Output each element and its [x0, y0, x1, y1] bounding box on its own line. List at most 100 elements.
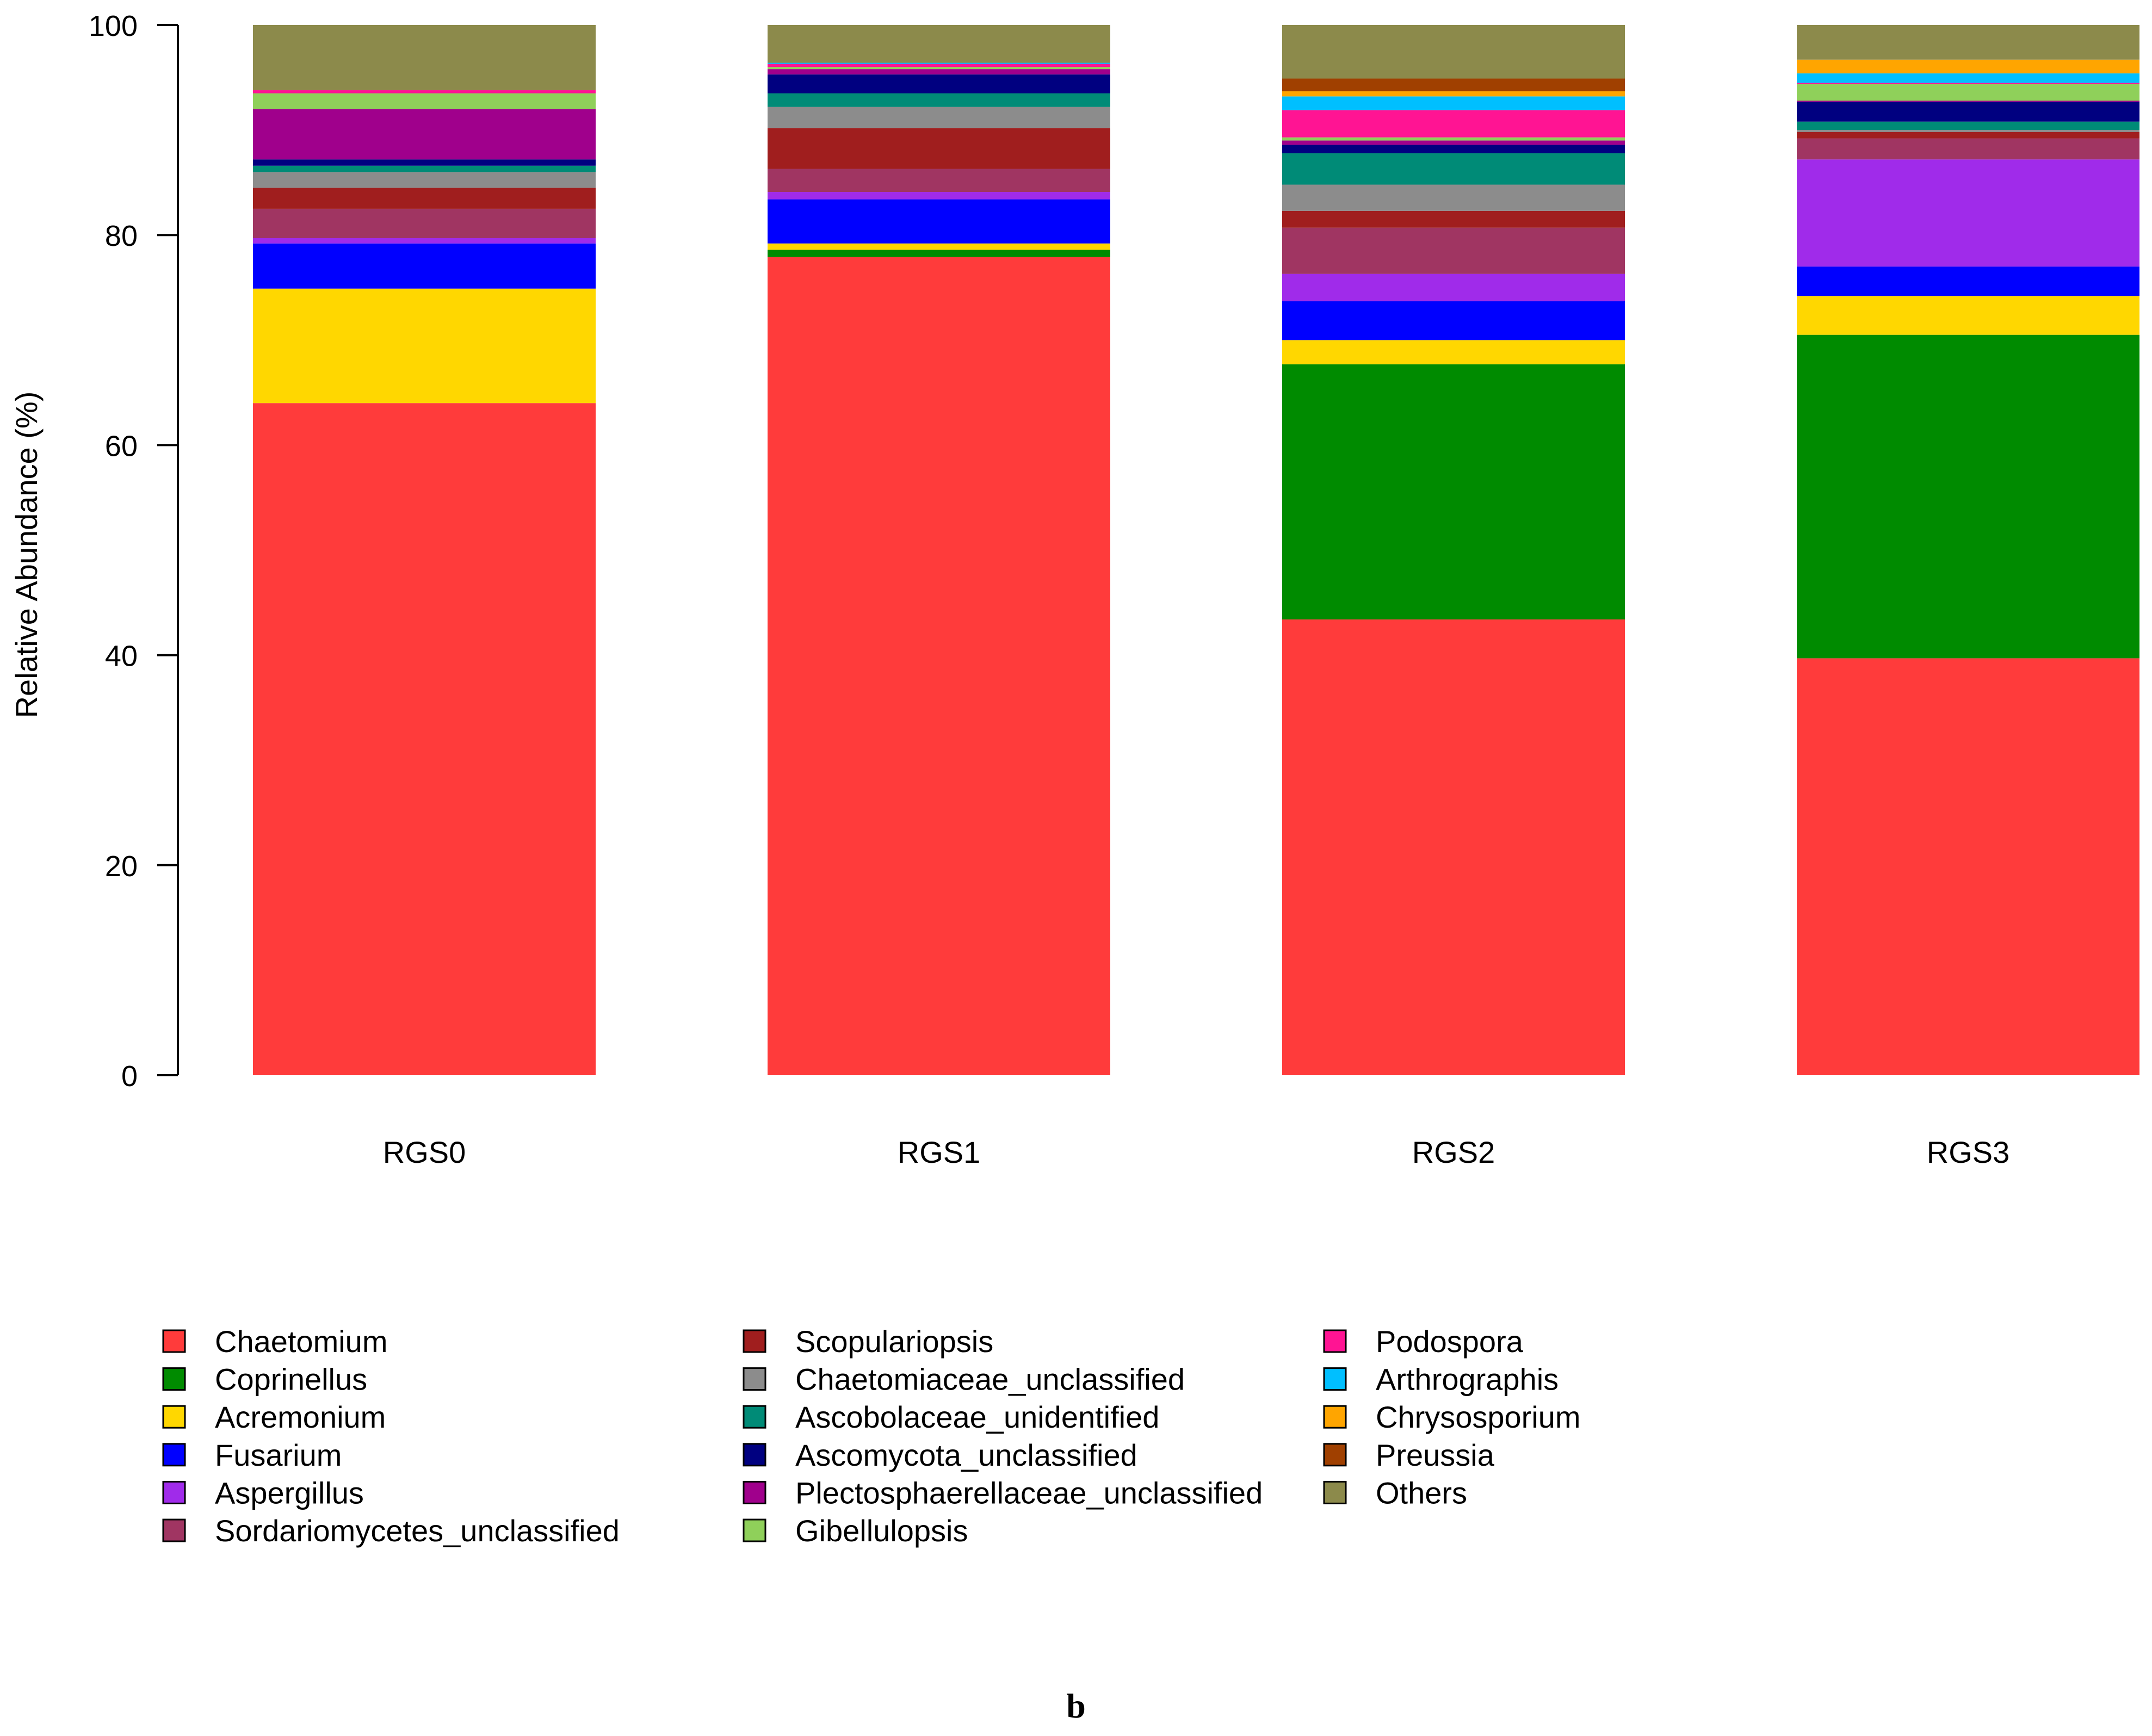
- legend-item: Podospora: [1323, 1324, 1524, 1359]
- bar-segment-others: [253, 25, 596, 90]
- legend-item: Sordariomycetes_unclassified: [162, 1514, 620, 1548]
- legend-item: Fusarium: [162, 1438, 342, 1472]
- bar-segment-sordariomycetes_unclassified: [1282, 227, 1625, 274]
- legend-label: Arthrographis: [1376, 1362, 1559, 1397]
- bar-segment-aspergillus: [253, 238, 596, 244]
- bar-segment-ascobolaceae_unidentified: [253, 165, 596, 172]
- legend-label: Chrysosporium: [1376, 1400, 1581, 1434]
- x-tick-label: RGS0: [383, 1135, 466, 1169]
- legend-item: Scopulariopsis: [743, 1324, 993, 1359]
- x-tick-label: RGS1: [898, 1135, 981, 1169]
- bar-segment-arthrographis: [1797, 73, 2139, 83]
- legend-label: Gibellulopsis: [795, 1514, 968, 1548]
- y-tick-label: 20: [105, 850, 138, 883]
- legend-swatch: [743, 1480, 766, 1504]
- legend-item: Chaetomiaceae_unclassified: [743, 1362, 1185, 1397]
- legend-label: Aspergillus: [215, 1475, 364, 1510]
- legend-label: Others: [1376, 1475, 1467, 1510]
- bar-stack-rgs1: [768, 25, 1110, 1076]
- bar-segment-aspergillus: [768, 192, 1110, 200]
- bar-segment-fusarium: [1282, 301, 1625, 340]
- legend-swatch: [1323, 1367, 1347, 1391]
- bar-segment-gibellulopsis: [768, 67, 1110, 70]
- bar-segment-arthrographis: [1282, 96, 1625, 110]
- y-axis: 0 20 40 60 80 100: [89, 10, 179, 1093]
- legend-label: Chaetomium: [215, 1324, 387, 1359]
- bar-segment-ascomycota_unclassified: [768, 74, 1110, 94]
- bar-segment-preussia: [1282, 78, 1625, 91]
- bar-segment-gibellulopsis: [1797, 84, 2139, 101]
- legend-swatch: [1323, 1329, 1347, 1353]
- legend-item: Plectosphaerellaceae_unclassified: [743, 1475, 1263, 1510]
- legend-swatch: [162, 1518, 186, 1542]
- bar-segment-others: [768, 25, 1110, 63]
- bar-segment-sordariomycetes_unclassified: [768, 169, 1110, 193]
- legend-label: Ascobolaceae_unidentified: [795, 1400, 1159, 1434]
- bar-segment-fusarium: [1797, 266, 2139, 296]
- bar-segment-plectosphaerellaceae_unclassified: [1282, 140, 1625, 145]
- legend-swatch: [162, 1443, 186, 1467]
- legend-swatch: [1323, 1405, 1347, 1429]
- bar-segment-fusarium: [253, 243, 596, 289]
- bar-segment-plectosphaerellaceae_unclassified: [1797, 101, 2139, 102]
- legend-item: Aspergillus: [162, 1475, 364, 1510]
- bars: [253, 25, 2139, 1076]
- bar-segment-ascobolaceae_unidentified: [1797, 121, 2139, 131]
- bar-segment-plectosphaerellaceae_unclassified: [253, 109, 596, 160]
- bar-segment-scopulariopsis: [1797, 132, 2139, 139]
- legend: ChaetomiumCoprinellusAcremoniumFusariumA…: [162, 1324, 1581, 1548]
- bar-segment-chaetomiaceae_unclassified: [253, 172, 596, 188]
- bar-segment-podospora: [768, 64, 1110, 67]
- bar-segment-chaetomium: [768, 257, 1110, 1076]
- bar-segment-coprinellus: [1282, 364, 1625, 619]
- bar-segment-ascobolaceae_unidentified: [1282, 153, 1625, 185]
- bar-segment-chaetomium: [253, 403, 596, 1076]
- x-axis-tick-labels: RGS0 RGS1 RGS2 RGS3: [383, 1135, 2010, 1169]
- legend-swatch: [1323, 1480, 1347, 1504]
- legend-label: Ascomycota_unclassified: [795, 1438, 1137, 1472]
- legend-label: Preussia: [1376, 1438, 1495, 1472]
- bar-segment-chaetomium: [1797, 658, 2139, 1075]
- bar-segment-arthrographis: [768, 63, 1110, 64]
- bar-segment-acremonium: [1797, 296, 2139, 335]
- bar-segment-fusarium: [768, 199, 1110, 244]
- legend-item: Gibellulopsis: [743, 1514, 968, 1548]
- legend-label: Chaetomiaceae_unclassified: [795, 1362, 1185, 1397]
- bar-segment-ascomycota_unclassified: [1797, 101, 2139, 122]
- bar-stack-rgs0: [253, 25, 596, 1076]
- legend-label: Fusarium: [215, 1438, 342, 1472]
- bar-segment-podospora: [253, 90, 596, 94]
- legend-item: Chrysosporium: [1323, 1400, 1581, 1434]
- legend-item: Ascomycota_unclassified: [743, 1438, 1137, 1472]
- bar-segment-gibellulopsis: [1282, 137, 1625, 141]
- legend-swatch: [162, 1405, 186, 1429]
- legend-item: Arthrographis: [1323, 1362, 1559, 1397]
- bar-segment-acremonium: [253, 288, 596, 404]
- x-tick-label: RGS2: [1412, 1135, 1495, 1169]
- bar-segment-scopulariopsis: [1282, 210, 1625, 228]
- y-axis-label: Relative Abundance (%): [9, 392, 44, 718]
- legend-label: Coprinellus: [215, 1362, 367, 1397]
- legend-swatch: [162, 1480, 186, 1504]
- bar-segment-sordariomycetes_unclassified: [253, 208, 596, 238]
- legend-swatch: [162, 1367, 186, 1391]
- x-tick-label: RGS3: [1927, 1135, 2010, 1169]
- legend-swatch: [1323, 1443, 1347, 1467]
- bar-segment-ascobolaceae_unidentified: [768, 93, 1110, 107]
- legend-swatch: [743, 1367, 766, 1391]
- bar-segment-chrysosporium: [1797, 59, 2139, 73]
- legend-item: Chaetomium: [162, 1324, 387, 1359]
- bar-segment-ascomycota_unclassified: [253, 159, 596, 166]
- legend-swatch: [743, 1518, 766, 1542]
- legend-label: Acremonium: [215, 1400, 386, 1434]
- bar-segment-scopulariopsis: [253, 188, 596, 209]
- bar-segment-others: [1797, 25, 2139, 60]
- y-tick-label: 80: [105, 220, 138, 252]
- bar-segment-coprinellus: [768, 250, 1110, 257]
- legend-item: Acremonium: [162, 1400, 386, 1434]
- bar-segment-chaetomiaceae_unclassified: [768, 107, 1110, 128]
- legend-item: Ascobolaceae_unidentified: [743, 1400, 1159, 1434]
- legend-item: Coprinellus: [162, 1362, 367, 1397]
- bar-segment-coprinellus: [1797, 334, 2139, 659]
- bar-segment-sordariomycetes_unclassified: [1797, 138, 2139, 160]
